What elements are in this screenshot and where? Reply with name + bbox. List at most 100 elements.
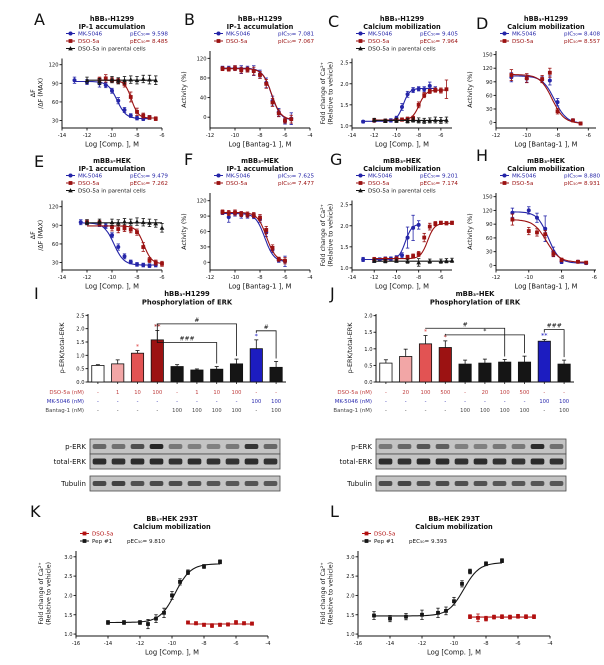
svg-text:total-ERK: total-ERK [54, 458, 87, 466]
svg-text:0.5: 0.5 [364, 363, 372, 369]
svg-text:*: * [255, 332, 259, 340]
svg-text:-12: -12 [418, 641, 426, 647]
svg-text:Log [Bantag-1 ], M: Log [Bantag-1 ], M [514, 283, 577, 291]
svg-text:Activity (%): Activity (%) [181, 213, 188, 249]
svg-text:30: 30 [52, 261, 59, 267]
svg-text:-6: -6 [282, 275, 287, 281]
svg-text:-14: -14 [348, 133, 357, 139]
svg-text:100: 100 [539, 399, 549, 405]
svg-text:-12: -12 [370, 275, 378, 281]
svg-text:Fold change of Ca²⁺: Fold change of Ca²⁺ [320, 62, 327, 124]
svg-text:pIC₅₀= 8.557: pIC₅₀= 8.557 [564, 39, 601, 45]
svg-text:-10: -10 [231, 133, 239, 139]
svg-text:Phosphorylation of ERK: Phosphorylation of ERK [430, 299, 521, 307]
svg-text:-6: -6 [438, 275, 443, 281]
blot-J-svg: p-ERK total-ERK Tubulin [340, 438, 567, 492]
svg-text:120: 120 [483, 66, 493, 72]
svg-text:Log [Comp. ], M: Log [Comp. ], M [375, 283, 429, 291]
svg-text:-4: -4 [265, 641, 271, 647]
svg-text:-10: -10 [108, 275, 116, 281]
svg-text:30: 30 [200, 245, 207, 251]
svg-text:2.5: 2.5 [346, 574, 354, 580]
dose-response-chart-f: mBB₃-HEK IP-1 accumulation MK-5046 pIC₅₀= 7… [176, 156, 318, 298]
svg-text:-: - [385, 399, 387, 405]
svg-text:DSO-5a in parental cells: DSO-5a in parental cells [368, 47, 436, 53]
svg-text:-8: -8 [201, 641, 206, 647]
svg-text:-8: -8 [559, 275, 564, 281]
svg-text:-: - [137, 408, 139, 414]
svg-text:-8: -8 [555, 133, 560, 139]
svg-text:*: * [483, 328, 486, 335]
svg-text:1.0: 1.0 [364, 347, 372, 353]
svg-text:###: ### [547, 323, 562, 330]
panel-letter-h: H [476, 146, 489, 165]
svg-text:500: 500 [440, 390, 450, 396]
svg-text:60: 60 [200, 230, 207, 236]
svg-text:2.0: 2.0 [340, 224, 348, 230]
svg-text:90: 90 [200, 214, 207, 220]
svg-text:-6: -6 [586, 133, 591, 139]
svg-text:-: - [97, 408, 99, 414]
panel-letter-j: J [330, 284, 335, 303]
svg-text:2.5: 2.5 [340, 61, 348, 67]
svg-text:DSO-5a in parental cells: DSO-5a in parental cells [78, 47, 146, 53]
svg-text:-10: -10 [523, 133, 531, 139]
svg-text:-8: -8 [416, 275, 421, 281]
svg-text:-8: -8 [134, 133, 139, 139]
svg-text:90: 90 [486, 80, 493, 86]
svg-text:-10: -10 [168, 641, 176, 647]
svg-text:100: 100 [232, 408, 242, 414]
dose-response-chart-g: mBB₃-HEK Calcium mobilization MK-5046 pEC₅₀… [318, 156, 460, 298]
svg-text:MK-5046: MK-5046 [78, 174, 103, 180]
svg-text:Calcium mobilization: Calcium mobilization [507, 165, 585, 173]
svg-text:-10: -10 [525, 275, 533, 281]
svg-text:1.0: 1.0 [64, 632, 72, 638]
svg-text:**: ** [541, 332, 548, 340]
svg-text:MK-5046 (nM): MK-5046 (nM) [47, 399, 84, 405]
svg-text:100: 100 [152, 390, 162, 396]
svg-text:(Relative to vehicle): (Relative to vehicle) [328, 62, 335, 125]
svg-text:-: - [484, 399, 486, 405]
svg-text:MK-5046: MK-5046 [512, 32, 537, 38]
svg-text:#: # [463, 321, 468, 328]
svg-text:-4: -4 [307, 133, 313, 139]
panel-letter-g: G [330, 150, 343, 169]
svg-text:10: 10 [134, 390, 141, 396]
svg-text:1.0: 1.0 [340, 266, 348, 272]
svg-text:(Relative to vehicle): (Relative to vehicle) [328, 562, 335, 625]
svg-text:20: 20 [482, 390, 489, 396]
svg-text:DSO-5a: DSO-5a [78, 181, 99, 187]
svg-text:Fold change of Ca²⁺: Fold change of Ca²⁺ [320, 562, 327, 624]
svg-text:hBB₃-H1299: hBB₃-H1299 [164, 290, 210, 298]
svg-text:MK-5046: MK-5046 [78, 32, 103, 38]
dose-response-chart-c: hBB₃-H1299 Calcium mobilization MK-5046 pEC… [318, 14, 460, 156]
svg-text:mBB₃-HEK: mBB₃-HEK [241, 157, 280, 165]
svg-text:-14: -14 [348, 275, 357, 281]
svg-text:-10: -10 [392, 133, 400, 139]
svg-text:-10: -10 [231, 275, 239, 281]
svg-text:2.5: 2.5 [64, 574, 72, 580]
svg-text:BB₂-HEK 293T: BB₂-HEK 293T [428, 515, 480, 523]
blot-I-svg: p-ERK total-ERK Tubulin [54, 438, 281, 492]
svg-text:1: 1 [195, 390, 198, 396]
svg-text:p-ERK: p-ERK [65, 443, 86, 451]
svg-text:DSO-5a: DSO-5a [92, 532, 113, 538]
svg-text:-: - [275, 390, 277, 396]
svg-text:2.0: 2.0 [364, 314, 372, 320]
panel-letter-b: B [184, 10, 195, 29]
svg-text:DSO-5a (nM): DSO-5a (nM) [49, 390, 84, 396]
blot-J: p-ERK total-ERK Tubulin [322, 438, 574, 500]
svg-text:p-ERK/total-ERK: p-ERK/total-ERK [346, 322, 354, 374]
svg-text:Fold change of Ca²⁺: Fold change of Ca²⁺ [320, 204, 327, 266]
svg-text:2.0: 2.0 [64, 593, 72, 599]
svg-text:Tubulin: Tubulin [346, 480, 372, 488]
svg-text:3.0: 3.0 [64, 555, 72, 561]
svg-text:100: 100 [172, 408, 182, 414]
svg-text:pIC₅₀= 7.477: pIC₅₀= 7.477 [278, 181, 315, 187]
svg-text:-: - [196, 399, 198, 405]
svg-text:-6: -6 [592, 275, 597, 281]
svg-text:1.5: 1.5 [364, 330, 372, 336]
